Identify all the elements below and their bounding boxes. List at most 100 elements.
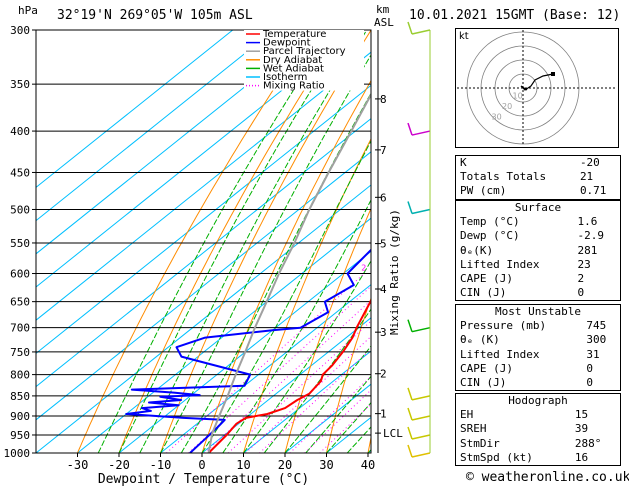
pressure-tick-label: 1000 bbox=[4, 447, 31, 460]
lcl-label: LCL bbox=[383, 427, 403, 440]
km-tick-label: 7 bbox=[380, 144, 387, 157]
surface-thetae-label: θₑ(K) bbox=[460, 243, 494, 257]
pressure-tick-label: 400 bbox=[10, 125, 30, 138]
legend-bg bbox=[244, 64, 364, 74]
legend-bg bbox=[244, 73, 364, 82]
hodo-eh-value: 15 bbox=[574, 408, 589, 422]
pressure-tick-label: 650 bbox=[10, 296, 30, 309]
km-tick-label: 1 bbox=[380, 408, 387, 421]
temp-tick-label: 40 bbox=[361, 458, 375, 472]
parcel-trajectory-series bbox=[207, 92, 371, 453]
index-row-totals: Totals Totals 21 bbox=[460, 170, 594, 184]
wind-barb-flag bbox=[407, 21, 413, 35]
mu-cin-value: 0 bbox=[586, 376, 594, 390]
wind-barb-flag bbox=[407, 444, 413, 458]
pressure-tick-label: 900 bbox=[10, 410, 30, 423]
wind-barb-flag bbox=[407, 122, 413, 136]
hpa-label: hPa bbox=[18, 4, 38, 17]
indices-top-table: K -20 Totals Totals 21 PW (cm) 0.71 bbox=[455, 155, 621, 200]
temp-tick-label: -20 bbox=[108, 458, 130, 472]
legend-bg bbox=[244, 81, 364, 91]
hodo-stmspd-label: StmSpd (kt) bbox=[460, 450, 533, 464]
mu-thetae-label: θₑ (K) bbox=[460, 333, 500, 347]
wind-barb-flag bbox=[407, 319, 413, 332]
km-tick-label: 3 bbox=[380, 326, 387, 339]
wet-adiabat-line bbox=[284, 345, 371, 453]
hodograph-ring-label: 10 bbox=[513, 92, 523, 101]
axes: 3003504004505005506006507007508008509009… bbox=[4, 24, 404, 486]
wind-barb bbox=[411, 395, 431, 401]
temp-tick-label: -30 bbox=[67, 458, 89, 472]
hodograph-ring-label: 30 bbox=[492, 113, 502, 122]
pressure-tick-label: 850 bbox=[10, 390, 30, 403]
wind-barbs bbox=[407, 21, 431, 458]
legend-entry: Dry Adiabat bbox=[263, 55, 322, 66]
surface-thetae-value: 281 bbox=[577, 243, 598, 257]
x-axis-label: Dewpoint / Temperature (°C) bbox=[98, 472, 309, 486]
legend-entry: Parcel Trajectory bbox=[263, 46, 346, 57]
surface-temp-value: 1.6 bbox=[577, 215, 598, 229]
surface-cin-label: CIN (J) bbox=[460, 286, 507, 300]
mu-li-label: Lifted Index bbox=[460, 347, 540, 361]
isotherm-line bbox=[36, 30, 275, 222]
isotherm-line bbox=[36, 84, 371, 355]
wind-barb-flag bbox=[407, 407, 413, 421]
pressure-tick-label: 550 bbox=[10, 237, 30, 250]
wind-barb-flag bbox=[407, 387, 413, 401]
wet-adiabat-line bbox=[305, 375, 371, 453]
dewpoint-series bbox=[125, 248, 371, 453]
wind-barb bbox=[411, 326, 431, 333]
km-tick-label: 6 bbox=[380, 191, 387, 204]
isotherm-line bbox=[160, 283, 371, 453]
wet-adiabat-line bbox=[201, 139, 371, 453]
km-tick-label: 2 bbox=[380, 368, 387, 381]
surface-table: Surface Temp (°C) 1.6 Dewp (°C) -2.9 θₑ(K)… bbox=[455, 200, 621, 302]
mixing-ratio-axis-label: Mixing Ratio (g/kg) bbox=[388, 209, 401, 335]
mixing-ratio-tick-label: 8 bbox=[436, 264, 441, 273]
isotherm-line bbox=[118, 250, 371, 453]
temp-tick-label: -10 bbox=[150, 458, 172, 472]
wind-barb bbox=[411, 452, 431, 458]
mu-cape-label: CAPE (J) bbox=[460, 361, 513, 375]
pressure-tick-label: 300 bbox=[10, 24, 30, 37]
mu-li-value: 31 bbox=[586, 347, 600, 361]
mu-thetae-value: 300 bbox=[586, 333, 607, 347]
hodograph-ring-label: 20 bbox=[502, 102, 512, 111]
most-unstable-table: Most Unstable Pressure (mb) 745 θₑ (K) 300… bbox=[455, 304, 621, 392]
isotherm-line bbox=[36, 30, 358, 288]
temp-tick-label: 30 bbox=[319, 458, 333, 472]
pressure-tick-label: 600 bbox=[10, 268, 30, 281]
hodo-eh-label: EH bbox=[460, 408, 474, 422]
pressure-tick-label: 950 bbox=[10, 429, 30, 442]
wind-barb-flag bbox=[407, 201, 413, 214]
dry-adiabat-line bbox=[284, 207, 371, 453]
index-row-pw: PW (cm) 0.71 bbox=[460, 184, 607, 198]
temp-tick-label: 10 bbox=[236, 458, 250, 472]
km-tick-label: 8 bbox=[380, 93, 387, 106]
surface-dewp-label: Dewp (°C) bbox=[460, 229, 520, 243]
km-label: km bbox=[376, 3, 390, 16]
surface-cin-value: 0 bbox=[577, 286, 585, 300]
mu-pressure-label: Pressure (mb) bbox=[460, 319, 547, 333]
legend-bg bbox=[244, 30, 364, 39]
plot-frame bbox=[35, 29, 372, 454]
pressure-tick-label: 350 bbox=[10, 78, 30, 91]
isotherm-line bbox=[243, 350, 371, 453]
location-title: 32°19'N 269°05'W 105m ASL bbox=[57, 8, 253, 23]
legend-entry: Temperature bbox=[262, 29, 326, 40]
asl-label: ASL bbox=[374, 16, 394, 29]
legend-entry: Wet Adiabat bbox=[263, 63, 324, 74]
hodo-stmdir-label: StmDir bbox=[460, 436, 500, 450]
mixing-ratio-line bbox=[245, 335, 371, 453]
wet-adiabat-line bbox=[243, 259, 371, 453]
wind-barb-flag bbox=[407, 426, 413, 440]
temp-tick-label: 20 bbox=[278, 458, 292, 472]
isotherm-line bbox=[36, 30, 234, 189]
pressure-tick-label: 800 bbox=[10, 369, 30, 382]
hodo-title: Hodograph bbox=[508, 394, 568, 408]
isotherm-line bbox=[201, 317, 371, 453]
mixing-ratio-tick-label: 3 bbox=[382, 264, 387, 273]
